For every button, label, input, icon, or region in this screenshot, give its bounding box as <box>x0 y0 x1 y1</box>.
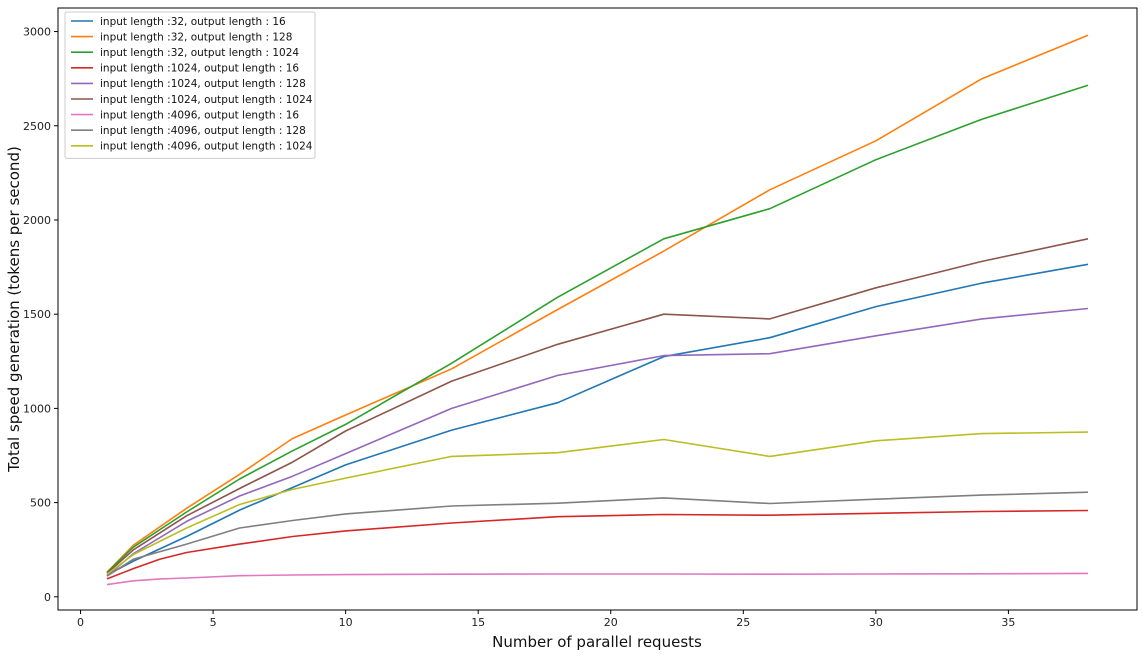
legend-label-6: input length :4096, output length : 16 <box>100 109 299 121</box>
legend-label-8: input length :4096, output length : 1024 <box>100 141 313 153</box>
legend-label-1: input length :32, output length : 128 <box>100 31 292 43</box>
series-line-8 <box>106 431 1089 575</box>
series-line-3 <box>106 509 1089 580</box>
legend-label-3: input length :1024, output length : 16 <box>100 63 299 75</box>
legend-label-5: input length :1024, output length : 1024 <box>100 94 313 106</box>
x-tick-label-2: 10 <box>339 616 353 629</box>
x-tick-label-6: 30 <box>869 616 883 629</box>
legend-label-7: input length :4096, output length : 128 <box>100 125 306 137</box>
x-tick-label-0: 0 <box>77 616 84 629</box>
series-line-0 <box>106 263 1089 576</box>
x-axis-ticks: 0 5 10 15 20 25 30 35 <box>77 610 1015 629</box>
series-line-4 <box>106 307 1089 577</box>
series-line-2 <box>106 84 1089 573</box>
legend-frame <box>64 11 316 159</box>
y-axis-label: Total speed generation (tokens per secon… <box>5 146 23 473</box>
series-line-5 <box>106 238 1089 574</box>
x-tick-label-4: 20 <box>604 616 618 629</box>
y-tick-label-6: 3000 <box>23 26 51 39</box>
x-tick-label-7: 35 <box>1001 616 1015 629</box>
y-tick-label-1: 500 <box>30 497 51 510</box>
y-tick-label-2: 1000 <box>23 402 51 415</box>
series-line-7 <box>106 491 1089 577</box>
x-tick-label-3: 15 <box>471 616 485 629</box>
y-axis-ticks: 0 500 1000 1500 2000 2500 3000 <box>23 26 58 604</box>
series-line-6 <box>106 572 1089 586</box>
legend: input length :32, output length : 16 inpu… <box>64 11 316 159</box>
legend-label-4: input length :1024, output length : 128 <box>100 78 306 90</box>
x-axis-label: Number of parallel requests <box>492 633 702 651</box>
x-tick-label-1: 5 <box>210 616 217 629</box>
x-tick-label-5: 25 <box>736 616 750 629</box>
y-tick-label-0: 0 <box>44 591 51 604</box>
y-tick-label-3: 1500 <box>23 308 51 321</box>
y-tick-label-5: 2500 <box>23 120 51 133</box>
legend-label-0: input length :32, output length : 16 <box>100 16 286 28</box>
legend-label-2: input length :32, output length : 1024 <box>100 47 299 59</box>
series-line-1 <box>106 34 1089 573</box>
y-tick-label-4: 2000 <box>23 214 51 227</box>
series-layer <box>106 34 1089 586</box>
